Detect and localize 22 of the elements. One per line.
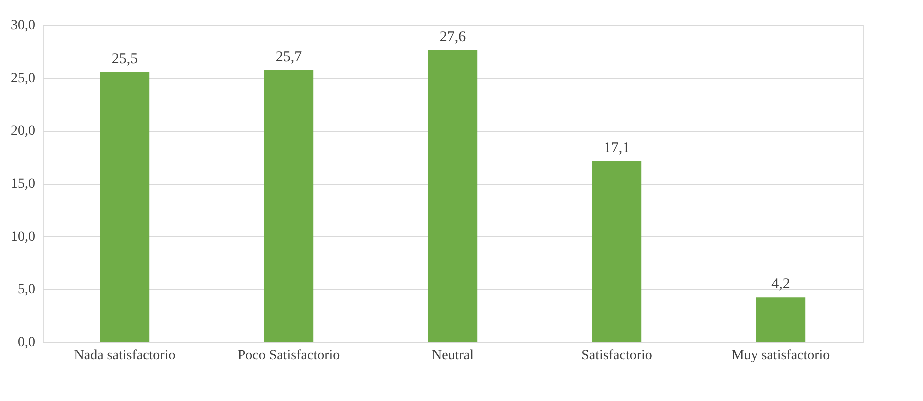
y-tick-label: 0,0 (18, 336, 36, 350)
y-tick-label: 20,0 (11, 124, 36, 140)
x-tick-label: Poco Satisfactorio (238, 348, 340, 364)
y-tick-label: 30,0 (11, 18, 36, 34)
x-tick-label: Satisfactorio (582, 348, 652, 364)
y-tick-label: 15,0 (11, 177, 36, 192)
data-label: 25,5 (112, 52, 138, 68)
bar (100, 72, 150, 342)
data-label: 17,1 (604, 140, 630, 156)
data-label: 4,2 (772, 276, 790, 293)
y-tick-label: 5,0 (18, 282, 36, 298)
y-tick-label: 10,0 (11, 230, 36, 245)
x-tick-label: Nada satisfactorio (74, 348, 176, 364)
x-tick-label: Muy satisfactorio (732, 348, 830, 364)
y-tick-label: 25,0 (11, 71, 36, 86)
bar (264, 70, 314, 342)
data-label: 25,7 (276, 49, 303, 66)
data-label: 27,6 (440, 29, 467, 46)
bar (756, 298, 806, 342)
bar (428, 50, 478, 342)
bar (592, 161, 642, 342)
x-tick-label: Neutral (432, 348, 474, 364)
